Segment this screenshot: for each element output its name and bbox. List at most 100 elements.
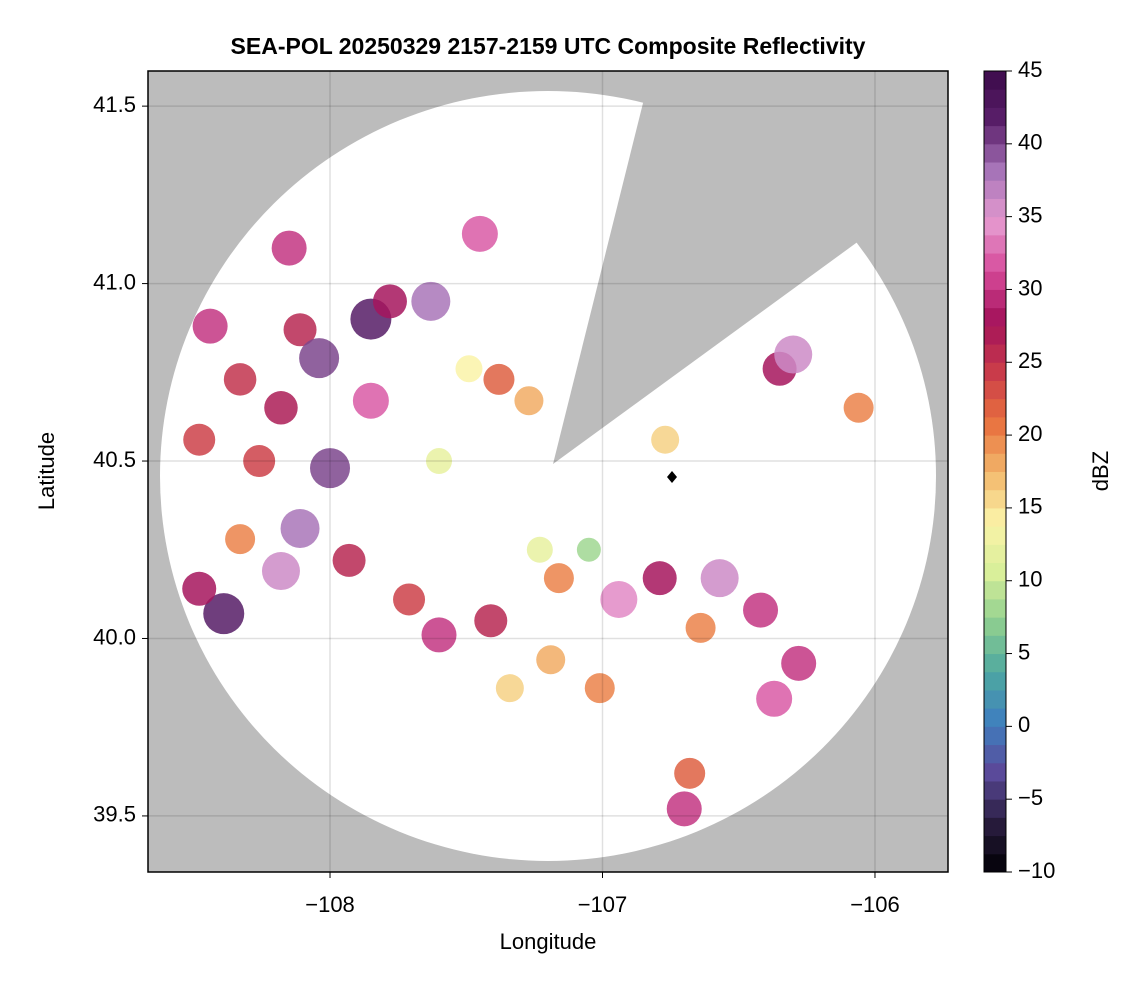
colorbar-tick-label: 15 <box>1018 494 1042 519</box>
echo-cell <box>781 645 817 681</box>
echo-cell <box>474 604 508 638</box>
colorbar-tick-label: 20 <box>1018 421 1042 446</box>
colorbar-swatch <box>984 689 1006 709</box>
colorbar-swatch <box>984 307 1006 327</box>
x-tick-label: −106 <box>850 892 900 917</box>
echo-cell <box>455 355 483 383</box>
colorbar-tick-label: 45 <box>1018 57 1042 82</box>
colorbar-swatch <box>984 435 1006 454</box>
chart-title: SEA-POL 20250329 2157-2159 UTC Composite… <box>231 33 866 59</box>
colorbar-tick-label: 10 <box>1018 567 1042 592</box>
colorbar-swatch <box>984 198 1006 218</box>
colorbar-swatch <box>984 344 1006 363</box>
echo-cell <box>526 536 553 563</box>
colorbar-swatch <box>984 271 1006 290</box>
colorbar-swatch <box>984 125 1006 145</box>
echo-cell <box>756 680 793 717</box>
colorbar-swatch <box>984 671 1006 691</box>
plot-frame <box>147 70 949 873</box>
colorbar-tick-label: 30 <box>1018 275 1042 300</box>
colorbar-swatch <box>984 416 1006 436</box>
colorbar-swatch <box>984 726 1006 746</box>
echo-cell <box>843 392 874 423</box>
echo-cell <box>283 313 317 347</box>
colorbar-swatch <box>984 471 1006 491</box>
colorbar-swatch <box>984 180 1006 199</box>
echo-cell <box>743 592 779 628</box>
echo-cell <box>271 230 307 266</box>
echo-cell <box>483 363 515 395</box>
colorbar-swatch <box>984 653 1006 673</box>
y-tick-label: 41.5 <box>93 92 136 117</box>
blocked-sector <box>553 71 948 464</box>
colorbar-label: dBZ <box>1088 451 1113 491</box>
echo-cell <box>203 593 245 635</box>
colorbar-swatch <box>984 398 1006 418</box>
echo-cell <box>243 445 276 478</box>
echo-cell <box>426 448 453 475</box>
colorbar-tick-label: −5 <box>1018 785 1043 810</box>
colorbar-swatch <box>984 835 1006 855</box>
colorbar-tick-label: 35 <box>1018 202 1042 227</box>
colorbar-tick-label: 0 <box>1018 712 1030 737</box>
echo-cell <box>514 386 544 416</box>
colorbar-tick-label: −10 <box>1018 858 1055 883</box>
colorbar-swatch <box>984 635 1006 655</box>
colorbar-swatch <box>984 780 1006 800</box>
echo-cell <box>774 335 813 374</box>
colorbar-swatch <box>984 507 1006 527</box>
plot-area <box>160 71 948 861</box>
colorbar-tick-label: 40 <box>1018 130 1042 155</box>
echo-cell <box>280 508 320 548</box>
echo-cell <box>264 391 298 425</box>
colorbar-swatch <box>984 107 1006 127</box>
colorbar-swatch <box>984 234 1006 254</box>
x-tick-label: −107 <box>578 892 628 917</box>
echo-cell <box>543 563 574 594</box>
echo-cell <box>182 571 217 606</box>
echo-cell <box>674 757 706 789</box>
colorbar-swatch <box>984 544 1006 564</box>
echo-cell <box>600 580 638 618</box>
radar-site <box>667 471 677 483</box>
echo-cell <box>223 363 257 396</box>
colorbar-swatch <box>984 89 1006 108</box>
echo-cell <box>421 617 457 653</box>
colorbar-swatch <box>984 489 1006 509</box>
colorbar-swatch <box>984 598 1006 618</box>
colorbar-swatch <box>984 708 1006 727</box>
echo-cell <box>461 215 498 252</box>
echo-cell <box>685 612 716 643</box>
colorbar-swatch <box>984 216 1006 236</box>
echo-cell <box>352 382 389 419</box>
echo-cell <box>651 425 680 454</box>
y-tick-label: 40.5 <box>93 447 136 472</box>
echo-cell <box>372 284 407 319</box>
colorbar-swatch <box>984 253 1006 272</box>
colorbar-swatch <box>984 143 1006 163</box>
colorbar-swatch <box>984 380 1006 400</box>
y-tick-label: 40.0 <box>93 624 136 649</box>
echo-cell <box>584 673 615 704</box>
echo-cell <box>310 448 351 489</box>
echo-cell <box>192 308 228 344</box>
colorbar-swatch <box>984 162 1006 181</box>
colorbar-swatch <box>984 762 1006 782</box>
echo-cell <box>536 645 566 675</box>
echo-cell <box>576 537 601 562</box>
echo-cell <box>225 524 256 555</box>
colorbar-swatch <box>984 562 1006 582</box>
colorbar-swatch <box>984 580 1006 600</box>
echo-cell <box>411 281 451 321</box>
x-tick-label: −108 <box>305 892 355 917</box>
colorbar-swatch <box>984 744 1006 764</box>
echo-cell <box>495 674 524 703</box>
echo-cell <box>666 791 702 827</box>
echo-cell <box>332 543 366 577</box>
colorbar-swatch <box>984 362 1006 381</box>
echo-cell <box>642 561 677 596</box>
colorbar-tick-label: 5 <box>1018 639 1030 664</box>
colorbar-swatch <box>984 325 1006 345</box>
colorbar-swatch <box>984 853 1006 873</box>
